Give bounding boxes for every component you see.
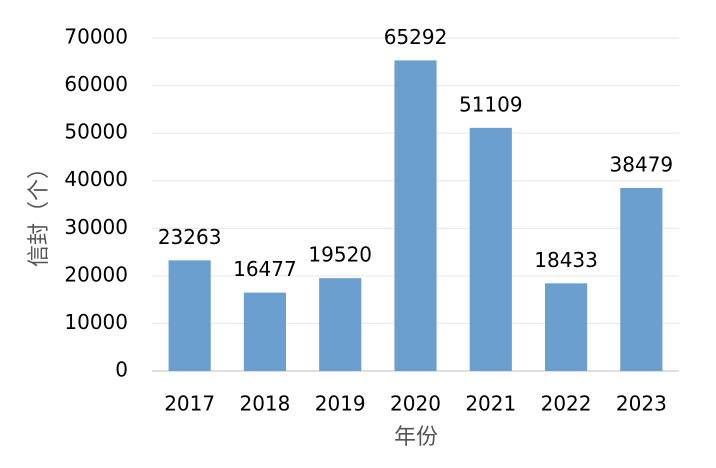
x-tick-label: 2017 <box>164 392 215 416</box>
data-label: 38479 <box>610 152 674 176</box>
bar <box>544 283 588 371</box>
data-label: 18433 <box>534 248 598 272</box>
data-label: 19520 <box>308 243 372 267</box>
y-tick-label: 70000 <box>64 25 128 49</box>
data-label: 51109 <box>459 92 523 116</box>
bar <box>168 260 211 371</box>
y-tick-label: 10000 <box>64 310 128 334</box>
bar <box>620 187 663 371</box>
bar <box>394 60 437 371</box>
y-tick-label: 0 <box>115 358 128 382</box>
x-tick-label: 2018 <box>239 392 290 416</box>
x-tick-label: 2023 <box>616 392 667 416</box>
data-label: 65292 <box>384 25 448 49</box>
y-tick-label: 50000 <box>64 120 128 144</box>
x-tick-label: 2019 <box>315 392 366 416</box>
y-axis-label: 信封（个） <box>27 157 52 267</box>
x-axis-label: 年份 <box>394 425 438 450</box>
y-tick-label: 60000 <box>64 72 128 96</box>
bar <box>469 127 512 371</box>
bar <box>243 292 287 371</box>
y-tick-label: 30000 <box>64 215 128 239</box>
x-tick-label: 2022 <box>541 392 592 416</box>
y-tick-label: 40000 <box>64 167 128 191</box>
x-tick-label: 2020 <box>390 392 441 416</box>
bar <box>319 278 362 371</box>
data-label: 23263 <box>158 225 222 249</box>
y-tick-label: 20000 <box>64 262 128 286</box>
data-label: 16477 <box>233 257 297 281</box>
x-tick-label: 2021 <box>465 392 516 416</box>
